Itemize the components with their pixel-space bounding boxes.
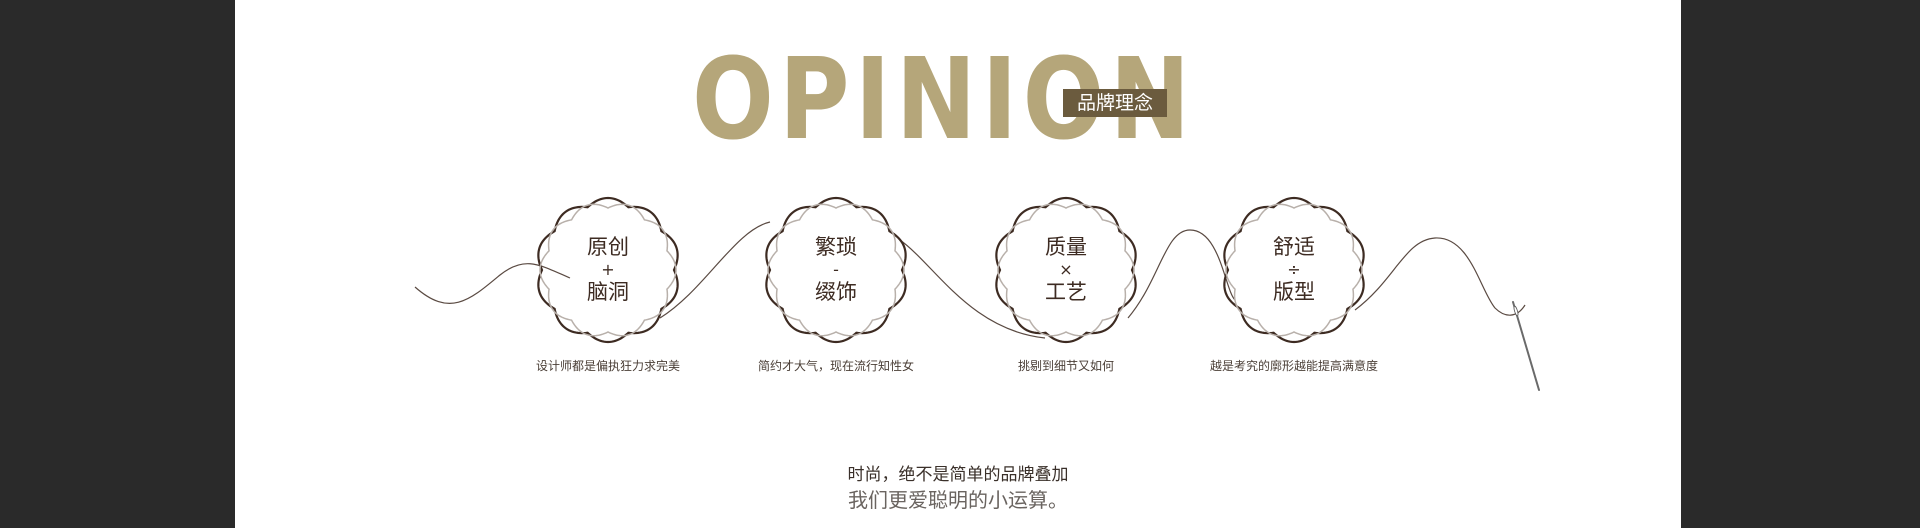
scalloped-frame-icon (1223, 196, 1365, 344)
scalloped-frame-icon (765, 196, 907, 344)
badge-comfort: 舒适 ÷ 版型 (1219, 195, 1369, 345)
badge-bottom-text: 缀饰 (815, 280, 857, 304)
badge-quality: 质量 × 工艺 (991, 195, 1141, 345)
badge-bottom-text: 版型 (1273, 280, 1315, 304)
right-dark-margin (1681, 0, 1920, 528)
opinion-section: OPINION 品牌理念 原创 + 脑洞 繁琐 - (235, 0, 1681, 528)
badge-caption: 挑剔到细节又如何 (1017, 359, 1114, 373)
left-dark-margin (0, 0, 235, 528)
badge-simplicity: 繁琐 - 缀饰 (761, 195, 911, 345)
badge-bottom-text: 工艺 (1045, 280, 1087, 304)
badge-top-text: 繁琐 (815, 235, 857, 259)
slogan-line-1: 时尚，绝不是简单的品牌叠加 (847, 465, 1069, 485)
badge-originality: 原创 + 脑洞 (533, 195, 683, 345)
badge-operator: ÷ (1287, 260, 1301, 279)
badge-operator: + (601, 260, 615, 279)
scalloped-frame-icon (537, 196, 679, 344)
scalloped-frame-icon (995, 196, 1137, 344)
section-tag: 品牌理念 (1063, 89, 1167, 117)
badge-top-text: 质量 (1045, 235, 1087, 259)
badge-top-text: 原创 (587, 235, 629, 259)
thread-icon (414, 221, 1540, 391)
badge-operator: - (833, 260, 839, 279)
slogan-line-2: 我们更爱聪明的小运算。 (848, 488, 1068, 512)
badge-caption: 越是考究的廓形越能提高满意度 (1209, 359, 1378, 373)
badge-top-text: 舒适 (1273, 235, 1315, 259)
badge-bottom-text: 脑洞 (587, 280, 629, 304)
needle-icon (1512, 301, 1540, 391)
badge-caption: 简约才大气，现在流行知性女 (757, 359, 914, 373)
badge-caption: 设计师都是偏执狂力求完美 (535, 359, 680, 373)
badge-operator: × (1059, 260, 1073, 279)
